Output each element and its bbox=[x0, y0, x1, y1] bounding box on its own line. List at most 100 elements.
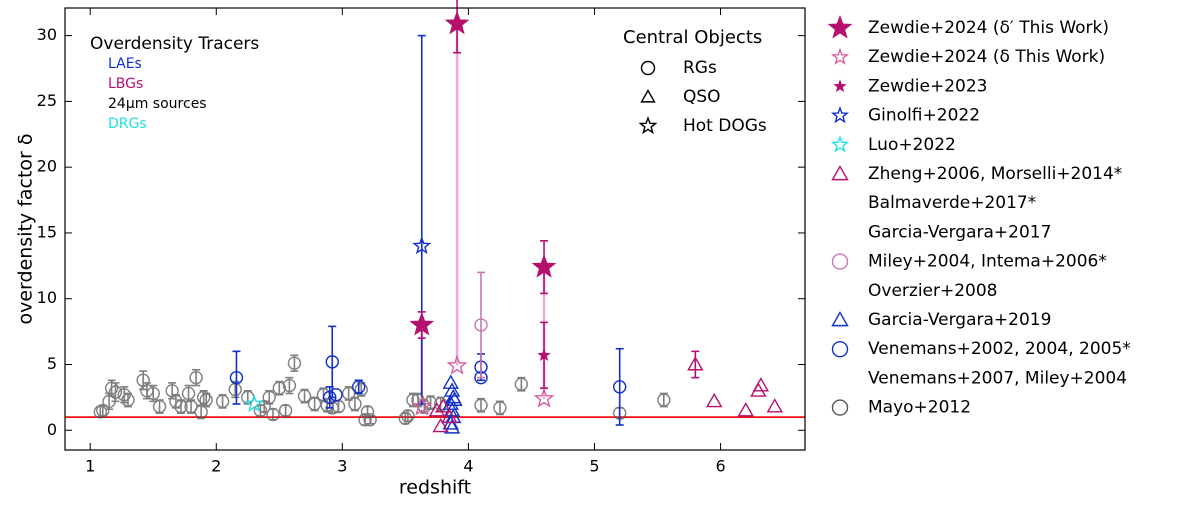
data-point bbox=[428, 402, 446, 417]
series bbox=[428, 350, 783, 433]
data-point bbox=[444, 10, 470, 35]
data-point bbox=[442, 374, 459, 389]
legend-marker bbox=[831, 399, 849, 416]
data-point bbox=[152, 399, 167, 414]
data-point bbox=[253, 403, 268, 418]
legend-label: Luo+2022 bbox=[868, 135, 956, 155]
legend-label: Miley+2004, Intema+2006* bbox=[868, 252, 1107, 272]
data-point bbox=[412, 236, 432, 255]
legend-label: Balmaverde+2017* bbox=[868, 193, 1036, 213]
y-tick-label: 25 bbox=[37, 91, 57, 110]
data-point bbox=[514, 377, 529, 391]
data-point bbox=[423, 395, 438, 410]
legend-label: LAEs bbox=[108, 56, 142, 72]
series bbox=[474, 271, 488, 379]
data-point bbox=[196, 390, 211, 405]
legend-label: Garcia-Vergara+2019 bbox=[868, 310, 1051, 330]
series bbox=[411, 354, 555, 416]
data-point bbox=[307, 397, 322, 411]
data-point bbox=[272, 381, 287, 395]
data-point bbox=[282, 378, 297, 393]
data-point bbox=[398, 411, 413, 426]
data-point bbox=[96, 403, 110, 418]
data-point bbox=[329, 388, 343, 402]
data-point bbox=[229, 370, 244, 385]
data-point bbox=[434, 398, 452, 413]
data-point bbox=[442, 395, 459, 410]
legend-marker bbox=[638, 115, 658, 135]
series bbox=[412, 34, 432, 405]
y-tick-label: 15 bbox=[37, 222, 57, 241]
data-point bbox=[752, 377, 770, 392]
data-point bbox=[411, 395, 433, 416]
data-point bbox=[348, 397, 362, 411]
data-point bbox=[325, 355, 339, 369]
y-tick-label: 5 bbox=[47, 354, 57, 373]
data-point bbox=[446, 391, 463, 406]
data-point bbox=[266, 407, 280, 422]
x-tick-label: 4 bbox=[463, 457, 473, 476]
data-point bbox=[174, 399, 188, 414]
data-point bbox=[287, 356, 302, 370]
data-point bbox=[706, 392, 723, 408]
data-point bbox=[108, 385, 123, 399]
legend-label: DRGs bbox=[108, 116, 147, 132]
data-point bbox=[194, 405, 208, 419]
x-tick-label: 6 bbox=[715, 457, 725, 476]
y-tick-label: 30 bbox=[37, 25, 57, 44]
legend-label: Ginolfi+2022 bbox=[868, 106, 980, 126]
data-point bbox=[354, 382, 368, 397]
data-point bbox=[358, 413, 372, 427]
legend-label: Zewdie+2024 (δ′ This Work) bbox=[868, 18, 1109, 38]
data-point bbox=[409, 312, 435, 336]
data-point bbox=[363, 413, 377, 427]
series bbox=[229, 325, 627, 426]
legend-label: Hot DOGs bbox=[683, 116, 767, 136]
series bbox=[93, 354, 671, 427]
y-tick-label: 10 bbox=[37, 288, 57, 307]
data-point bbox=[406, 393, 420, 407]
legend-label: Zewdie+2023 bbox=[868, 76, 988, 96]
legend-label: Venemans+2002, 2004, 2005* bbox=[868, 339, 1131, 359]
legend-title: Central Objects bbox=[623, 27, 762, 48]
series bbox=[409, 0, 557, 339]
legend-marker bbox=[830, 47, 850, 65]
data-point bbox=[612, 380, 627, 394]
data-point bbox=[531, 254, 557, 278]
data-point bbox=[766, 398, 783, 413]
legend-title: Overdensity Tracers bbox=[90, 34, 259, 54]
data-point bbox=[443, 419, 461, 434]
data-point bbox=[297, 389, 312, 403]
data-point bbox=[278, 403, 293, 418]
y-tick-label: 0 bbox=[47, 420, 57, 439]
legend-marker bbox=[833, 79, 847, 93]
legend-label: Venemans+2007, Miley+2004 bbox=[868, 368, 1127, 388]
data-point bbox=[687, 356, 704, 371]
data-point bbox=[244, 393, 264, 413]
data-point bbox=[189, 370, 203, 385]
legend-label: Garcia-Vergara+2017 bbox=[868, 222, 1051, 242]
legend-label: Overzier+2008 bbox=[868, 281, 998, 301]
data-point bbox=[199, 393, 213, 407]
legend-marker bbox=[640, 60, 656, 76]
data-point bbox=[215, 394, 230, 409]
data-point bbox=[360, 405, 375, 419]
x-tick-label: 1 bbox=[85, 457, 95, 476]
legend-marker bbox=[830, 135, 850, 153]
data-point bbox=[657, 393, 671, 407]
data-point bbox=[352, 380, 366, 394]
legend-label: QSO bbox=[683, 87, 721, 107]
legend-label: 24μm sources bbox=[108, 96, 207, 112]
legend-marker bbox=[640, 89, 656, 103]
data-point bbox=[262, 390, 276, 405]
legend-label: LBGs bbox=[108, 76, 143, 92]
x-tick-label: 3 bbox=[337, 457, 347, 476]
data-point bbox=[401, 409, 415, 423]
legend-marker bbox=[831, 311, 849, 327]
legend-marker bbox=[831, 165, 849, 181]
series bbox=[537, 321, 551, 389]
legend-marker bbox=[830, 106, 850, 124]
data-point bbox=[341, 386, 356, 401]
